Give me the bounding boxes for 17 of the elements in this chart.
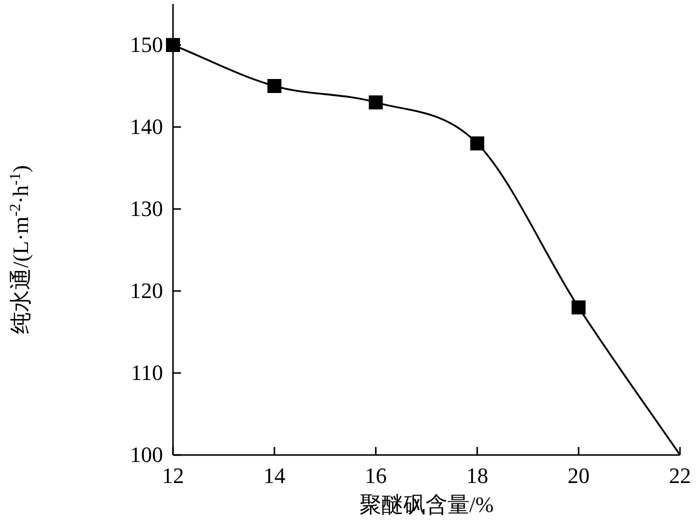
x-tick-label: 20 — [568, 463, 590, 488]
y-tick-label: 130 — [130, 196, 163, 221]
point — [470, 136, 484, 150]
point — [267, 79, 282, 93]
x-tick-label: 12 — [162, 463, 184, 488]
point — [368, 95, 383, 110]
x-tick-label: 18 — [466, 463, 488, 488]
y-tick-label: 150 — [130, 32, 163, 57]
point — [572, 300, 586, 314]
y-tick-label: 100 — [130, 442, 163, 467]
y-tick-label: 140 — [130, 114, 163, 139]
x-tick-label: 14 — [263, 463, 286, 488]
x-tick-label: 22 — [669, 463, 691, 488]
y-tick-label: 120 — [130, 278, 163, 303]
x-axis-title: 聚醚砜含量/% — [359, 492, 494, 517]
x-tick-label: 16 — [364, 463, 387, 488]
y-tick-label: 110 — [130, 360, 163, 385]
